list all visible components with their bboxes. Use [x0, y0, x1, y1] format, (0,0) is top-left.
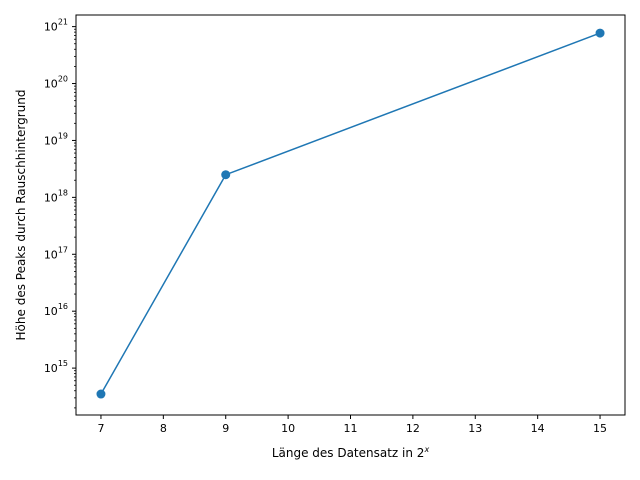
x-tick-label: 11 — [344, 422, 358, 435]
x-tick-label: 10 — [281, 422, 295, 435]
x-tick-label: 12 — [406, 422, 420, 435]
y-tick-label: 1016 — [44, 302, 68, 318]
x-tick-label: 14 — [531, 422, 545, 435]
y-axis-ticks: 1015 1016 1017 1018 1019 1020 1021 — [44, 18, 76, 409]
y-tick-label: 1018 — [44, 188, 68, 204]
y-tick-label: 1017 — [44, 245, 68, 261]
data-point — [96, 389, 106, 399]
x-tick-label: 7 — [97, 422, 104, 435]
y-tick-label: 1020 — [44, 75, 68, 91]
y-tick-label: 1021 — [44, 18, 68, 34]
x-tick-label: 15 — [593, 422, 607, 435]
data-point — [595, 28, 605, 38]
x-tick-label: 9 — [222, 422, 229, 435]
x-axis-label: Länge des Datensatz in 2x — [272, 445, 430, 460]
y-tick-label: 1015 — [44, 359, 68, 375]
y-axis-label: Höhe des Peaks durch Rauschhintergrund — [14, 90, 28, 341]
data-point — [221, 170, 231, 180]
x-tick-label: 13 — [468, 422, 482, 435]
y-tick-label: 1019 — [44, 131, 68, 147]
x-tick-label: 8 — [160, 422, 167, 435]
x-axis-ticks: 7 8 9 10 11 12 13 14 15 — [97, 415, 607, 435]
series-layer — [96, 28, 605, 399]
